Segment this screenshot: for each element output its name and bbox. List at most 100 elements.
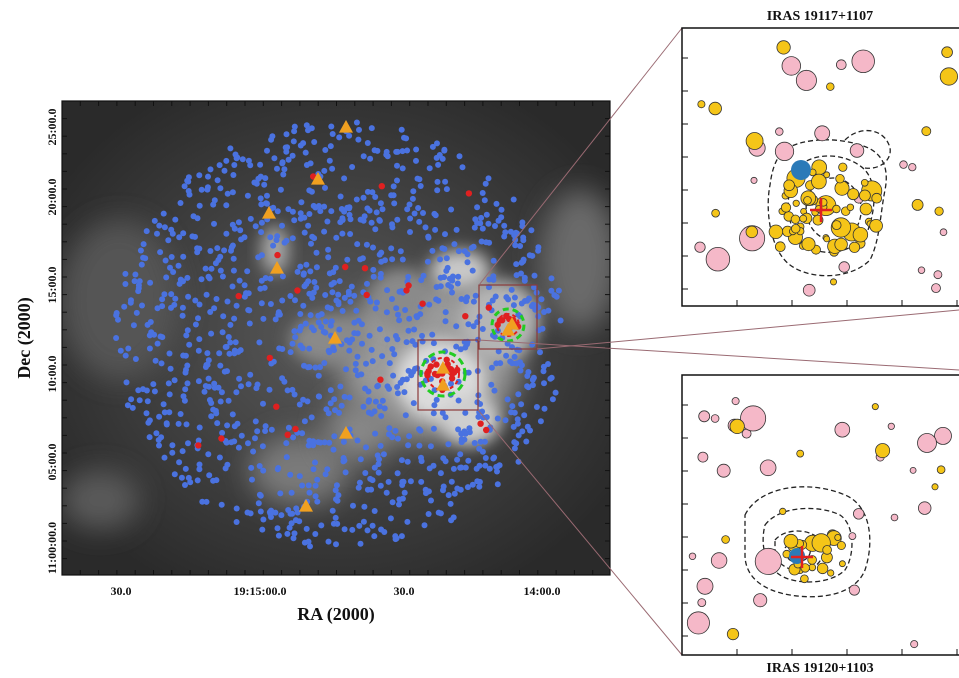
blue-source-point (229, 189, 236, 196)
blue-source-point (520, 258, 527, 265)
blue-source-point (198, 186, 205, 193)
blue-source-point (329, 507, 336, 514)
blue-source-point (308, 188, 315, 195)
blue-source-point (341, 393, 348, 400)
blue-source-point (158, 360, 165, 367)
blue-source-point (300, 271, 307, 278)
blue-source-point (321, 439, 328, 446)
blue-source-point (442, 309, 449, 316)
blue-source-point (307, 543, 313, 550)
blue-source-point (176, 459, 183, 466)
blue-source-point (261, 181, 268, 188)
blue-source-point (551, 292, 558, 299)
inset-bottom-frame (681, 374, 959, 656)
blue-source-point (331, 396, 338, 403)
blue-source-point (412, 341, 419, 348)
blue-source-point (502, 229, 509, 236)
blue-source-point (210, 201, 217, 208)
blue-source-point (386, 385, 392, 392)
blue-source-point (163, 420, 170, 427)
blue-source-point (167, 264, 173, 271)
blue-source-point (347, 216, 354, 223)
blue-source-point (153, 430, 160, 437)
blue-source-point (408, 372, 415, 379)
inset-yellow-point (834, 180, 850, 196)
blue-source-point (350, 502, 356, 509)
inset-yellow-point (745, 225, 759, 239)
blue-source-point (349, 526, 356, 533)
blue-source-point (206, 383, 212, 390)
blue-source-point (465, 369, 472, 376)
inset-yellow-point (921, 126, 932, 137)
blue-source-point (169, 442, 176, 449)
blue-source-point (453, 226, 460, 233)
blue-source-point (159, 303, 166, 310)
blue-source-point (371, 533, 378, 540)
blue-source-point (274, 208, 281, 215)
inset-yellow-point (776, 40, 791, 55)
blue-source-point (148, 329, 155, 336)
blue-source-point (332, 407, 338, 414)
blue-source-point (370, 273, 377, 280)
blue-source-point (517, 243, 524, 249)
blue-source-point (329, 289, 336, 296)
blue-source-point (372, 194, 379, 200)
blue-source-point (370, 244, 376, 251)
blue-source-point (520, 237, 527, 244)
blue-source-point (305, 222, 312, 229)
blue-source-point (166, 391, 173, 398)
inset-pink-point (795, 69, 817, 91)
blue-source-point (495, 348, 502, 355)
blue-source-point (206, 397, 213, 403)
blue-source-point (479, 225, 486, 232)
blue-source-point (469, 481, 476, 488)
blue-source-point (123, 379, 130, 386)
blue-source-point (405, 273, 412, 280)
inset-yellow-point (839, 560, 846, 568)
blue-source-point (354, 241, 361, 248)
blue-source-point (471, 440, 478, 446)
blue-source-point (290, 434, 297, 441)
blue-source-point (180, 393, 187, 400)
blue-source-point (322, 318, 329, 325)
blue-source-point (292, 334, 299, 341)
blue-source-point (348, 283, 355, 290)
blue-source-point (300, 302, 307, 309)
blue-source-point (143, 410, 150, 417)
blue-source-point (211, 220, 217, 227)
blue-source-point (524, 383, 531, 390)
inset-pink-point (802, 283, 816, 297)
blue-source-point (490, 257, 497, 264)
blue-source-point (537, 349, 543, 356)
blue-source-point (132, 356, 139, 362)
blue-source-point (398, 126, 405, 133)
blue-source-point (371, 408, 378, 415)
blue-source-point (290, 138, 297, 145)
blue-source-point (201, 388, 208, 395)
blue-source-point (160, 401, 167, 408)
blue-source-point (335, 492, 342, 499)
inset-yellow-point (792, 199, 800, 207)
blue-source-point (241, 282, 248, 289)
blue-source-point (266, 386, 273, 393)
blue-source-point (347, 298, 354, 305)
blue-source-point (419, 332, 425, 339)
blue-source-point (311, 139, 318, 145)
blue-source-point (429, 247, 436, 254)
blue-source-point (205, 375, 212, 382)
blue-source-point (398, 457, 405, 464)
blue-source-point (301, 229, 308, 236)
blue-source-point (440, 483, 447, 490)
blue-source-point (179, 312, 186, 319)
blue-source-point (368, 219, 375, 226)
blue-source-point (327, 305, 334, 312)
inset-yellow-point (830, 278, 838, 286)
blue-source-point (372, 430, 379, 437)
blue-source-point (465, 321, 472, 328)
inset-pink-point (908, 163, 917, 172)
blue-source-point (359, 340, 365, 347)
inset-yellow-point (875, 443, 891, 459)
inset-pink-point (753, 593, 768, 608)
blue-source-point (435, 161, 442, 168)
blue-source-point (548, 374, 555, 381)
